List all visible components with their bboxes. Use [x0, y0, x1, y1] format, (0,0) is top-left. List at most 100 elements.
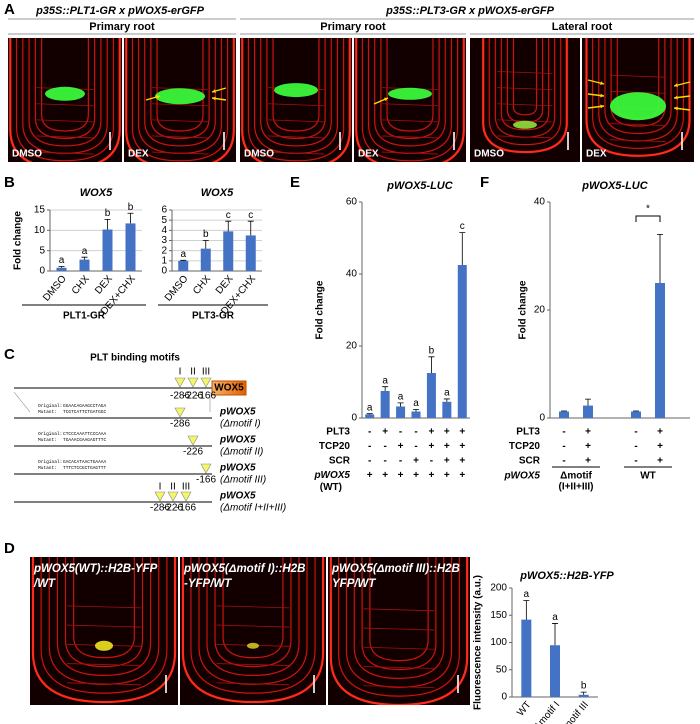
significance-letter: b: [581, 681, 587, 692]
cell-wall: [56, 557, 152, 677]
cell-wall: [181, 557, 325, 704]
header: p35S::PLT1-GR x pWOX5-erGFP: [35, 5, 205, 17]
condition-label: pWOX5: [313, 470, 350, 481]
cell-wall: [363, 646, 435, 650]
error-bar: [459, 232, 466, 265]
significance-letter: c: [248, 210, 253, 221]
condition-sign: +: [657, 427, 663, 438]
chart-title: WOX5: [80, 187, 113, 199]
cell-wall: [272, 38, 320, 132]
sequence-label: Mutant:: [38, 409, 57, 415]
bar: [426, 373, 436, 418]
cell-wall: [151, 151, 209, 155]
cell-wall: [381, 151, 439, 155]
arrow-head: [156, 95, 160, 99]
chart-title: pWOX5::H2B-YFP: [519, 570, 614, 582]
image-label: DMSO: [12, 149, 42, 160]
condition-sign: +: [367, 470, 373, 481]
condition-sign: +: [398, 441, 404, 452]
condition-sign: -: [383, 441, 386, 452]
chart-title: WOX5: [201, 187, 234, 199]
motif-position: -226: [183, 391, 203, 402]
motif-label: II: [170, 482, 176, 493]
motif-position: -286: [170, 419, 190, 430]
condition-sign: +: [382, 427, 388, 438]
sequence-label: Original:: [38, 403, 62, 409]
x-tick-label: CHX: [70, 273, 92, 296]
micrograph: [328, 557, 470, 705]
condition-sign: -: [562, 456, 565, 467]
signal: [247, 642, 259, 649]
error-bar: [366, 413, 373, 415]
sequence: CTCCCAAATTCCCAAA: [63, 431, 107, 437]
signal: [45, 86, 85, 101]
image-label: DEX: [358, 149, 379, 160]
bar: [655, 283, 665, 418]
cell-wall: [363, 685, 435, 689]
signal: [388, 87, 432, 100]
arrow-head: [674, 95, 678, 100]
condition-sign: +: [413, 456, 419, 467]
group-label: Δmotif: [560, 471, 592, 482]
cell-wall: [497, 87, 553, 90]
micrograph: [8, 38, 122, 162]
condition-sign: +: [585, 456, 591, 467]
condition-sign: +: [657, 456, 663, 467]
guide: [13, 391, 31, 413]
y-tick-label: 3: [161, 235, 167, 246]
panel-label: C: [4, 346, 15, 363]
cell-wall: [381, 119, 439, 123]
motif: [154, 491, 166, 502]
cell-wall: [131, 38, 229, 162]
cell-wall: [267, 119, 325, 123]
image-label: YFP/WT: [332, 578, 376, 590]
cell-wall: [267, 103, 325, 107]
error-bar: [428, 356, 435, 373]
panel-label: B: [4, 174, 15, 191]
significance-letter: c: [460, 221, 465, 232]
cell-wall: [363, 666, 435, 669]
condition-sign: +: [459, 470, 465, 481]
y-tick-label: 200: [490, 583, 507, 594]
cell-wall: [604, 38, 672, 135]
cell-wall: [64, 557, 144, 668]
cell-wall: [151, 103, 209, 107]
cell-wall: [36, 135, 94, 139]
sequence: GGAACAGAAGCCTAGA: [63, 403, 107, 409]
motif-position: -226: [183, 447, 203, 458]
cell-wall: [497, 71, 553, 74]
condition-sign: -: [430, 456, 433, 467]
cell-wall: [216, 663, 290, 666]
arrow-head: [212, 96, 216, 101]
error-bar: [633, 410, 639, 412]
significance-letter: b: [105, 208, 111, 219]
condition-sign: -: [562, 441, 565, 452]
bar: [631, 411, 641, 418]
cell-wall: [363, 608, 435, 612]
x-tick-label: DMSO: [163, 273, 191, 303]
error-bar: [657, 234, 663, 283]
x-tick-label: WT: [515, 700, 533, 719]
condition-sign: +: [459, 456, 465, 467]
significance-star: *: [646, 204, 650, 215]
cell-wall: [592, 38, 684, 149]
cell-wall: [338, 557, 460, 697]
error-bar: [127, 212, 134, 224]
y-tick-label: 150: [490, 610, 507, 621]
error-bar: [180, 259, 187, 261]
cell-wall: [36, 103, 94, 107]
construct-name: pWOX5: [219, 407, 256, 418]
cell-wall: [241, 38, 351, 162]
cell-wall: [156, 38, 204, 132]
micrograph: [354, 38, 466, 162]
cell-wall: [355, 38, 465, 162]
cell-wall: [48, 557, 160, 685]
arrow-head: [600, 104, 604, 109]
cell-wall: [41, 38, 89, 132]
y-axis-label: Fold change: [518, 280, 529, 339]
cell-wall: [497, 103, 553, 107]
sequence-label: Mutant:: [38, 465, 57, 471]
condition-sign: +: [382, 470, 388, 481]
condition-sign: +: [459, 427, 465, 438]
